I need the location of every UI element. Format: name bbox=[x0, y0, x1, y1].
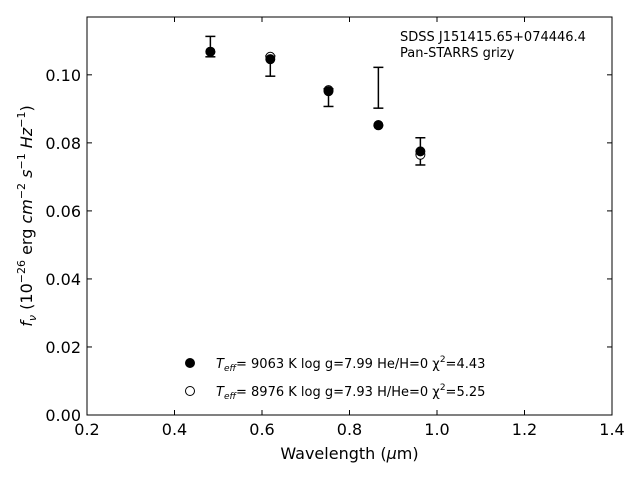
annotation-object-name: SDSS J151415.65+074446.4 bbox=[400, 30, 586, 45]
legend-marker bbox=[185, 358, 195, 368]
y-tick-label: 0.00 bbox=[45, 406, 81, 425]
y-axis-label: fν (10−26 erg cm−2 s−1 Hz−1) bbox=[15, 105, 39, 326]
x-tick-label: 1.0 bbox=[424, 420, 449, 439]
filled-model-point bbox=[205, 46, 216, 57]
legend-entry: Teff= 9063 K log g=7.99 He/H=0 χ2=4.43 bbox=[216, 355, 485, 374]
x-tick-label: 0.6 bbox=[249, 420, 274, 439]
y-tick-label: 0.04 bbox=[45, 270, 81, 289]
legend: Teff= 9063 K log g=7.99 He/H=0 χ2=4.43 Te… bbox=[185, 355, 485, 402]
x-tick-label: 0.2 bbox=[74, 420, 99, 439]
y-tick-label: 0.08 bbox=[45, 134, 81, 153]
legend-marker bbox=[185, 386, 195, 396]
y-tick-label: 0.02 bbox=[45, 338, 81, 357]
annotation-survey-name: Pan-STARRS grizy bbox=[400, 46, 515, 61]
filled-model-point bbox=[265, 54, 276, 65]
y-axis: 0.00 0.02 0.04 0.06 0.08 0.10 bbox=[45, 66, 612, 425]
x-axis-label: Wavelength (μm) bbox=[280, 444, 418, 463]
y-tick-label: 0.06 bbox=[45, 202, 81, 221]
y-tick-label: 0.10 bbox=[45, 66, 81, 85]
error-bars bbox=[205, 35, 426, 166]
x-tick-label: 0.4 bbox=[162, 420, 187, 439]
filled-model-point bbox=[373, 120, 384, 131]
legend-entry: Teff= 8976 K log g=7.93 H/He=0 χ2=5.25 bbox=[216, 383, 485, 402]
data-points bbox=[205, 46, 426, 160]
x-tick-label: 1.2 bbox=[512, 420, 537, 439]
filled-model-point bbox=[415, 146, 426, 157]
x-tick-label: 0.8 bbox=[337, 420, 362, 439]
plot-frame bbox=[86, 16, 613, 416]
filled-model-point bbox=[323, 86, 334, 97]
x-axis: 0.2 0.4 0.6 0.8 1.0 1.2 1.4 bbox=[74, 17, 625, 439]
x-tick-label: 1.4 bbox=[599, 420, 624, 439]
